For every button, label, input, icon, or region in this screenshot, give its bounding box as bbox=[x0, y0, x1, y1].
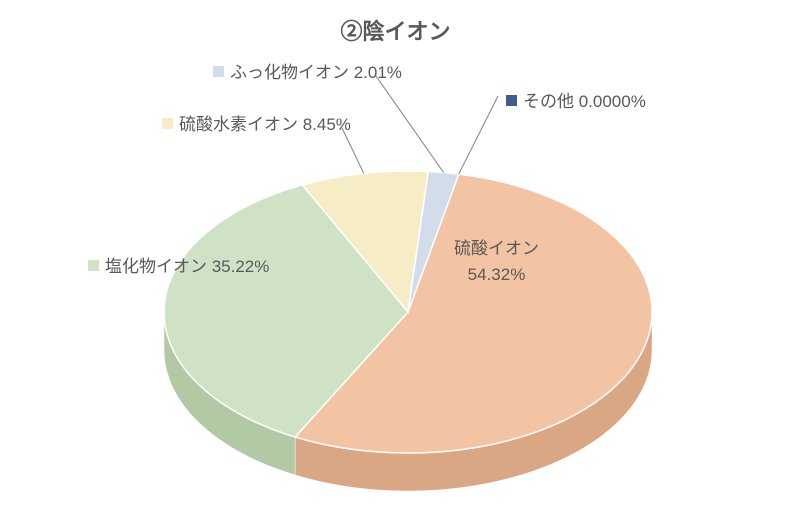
legend-swatch bbox=[213, 66, 224, 77]
legend-item-chloride: 塩化物イオン 35.22% bbox=[88, 252, 269, 277]
legend-item-bisulfate: 硫酸水素イオン 8.45% bbox=[162, 110, 351, 135]
legend-item-fluoride: ふっ化物イオン 2.01% bbox=[213, 58, 402, 83]
legend-item-other: その他 0.0000% bbox=[506, 87, 646, 112]
legend-swatch bbox=[88, 260, 99, 271]
legend-text: ふっ化物イオン 2.01% bbox=[230, 63, 402, 82]
inline-label-name: 硫酸イオン bbox=[454, 236, 539, 262]
chart-container: ②陰イオン ふっ化物イオン 2.01%その他 0.0000%硫酸水素イオン 8.… bbox=[0, 0, 791, 521]
leader-line bbox=[376, 76, 444, 173]
leader-line bbox=[459, 96, 498, 174]
inline-label-pct: 54.32% bbox=[454, 262, 539, 288]
legend-swatch bbox=[506, 95, 517, 106]
legend-text: その他 0.0000% bbox=[523, 92, 646, 111]
inline-label-sulfate: 硫酸イオン54.32% bbox=[454, 236, 539, 287]
legend-text: 塩化物イオン 35.22% bbox=[105, 257, 269, 276]
legend-text: 硫酸水素イオン 8.45% bbox=[179, 115, 351, 134]
legend-swatch bbox=[162, 118, 173, 129]
